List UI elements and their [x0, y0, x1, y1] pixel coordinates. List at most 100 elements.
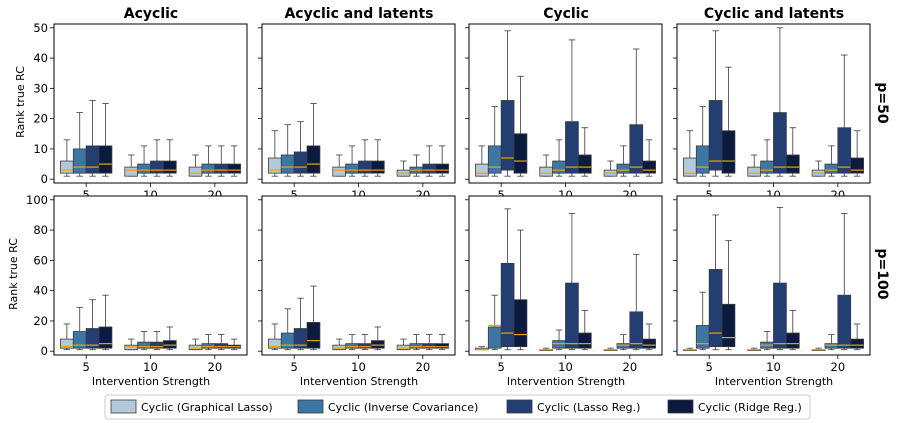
- x-tick-label: 5: [291, 188, 298, 202]
- xlabel-col-3: Intervention Strength: [507, 375, 625, 388]
- box-ridge-reg-strength-20: [227, 338, 241, 351]
- y-tick-label: 40: [33, 284, 48, 298]
- x-tick-label: 5: [498, 360, 505, 374]
- box-body: [201, 163, 216, 174]
- panel-frame: [676, 23, 871, 184]
- panel-frame: [261, 23, 456, 184]
- box-graphical-lasso-strength-5: [683, 347, 697, 351]
- box-graphical-lasso-strength-20: [188, 338, 203, 351]
- box-body: [513, 299, 528, 348]
- box-body: [370, 340, 385, 349]
- box-body: [487, 326, 502, 349]
- x-axis-labels: Intervention Strength Intervention Stren…: [92, 375, 833, 388]
- box-ridge-reg-strength-20: [642, 139, 656, 177]
- x-tick-label: 5: [83, 188, 90, 202]
- row-labels: p=50 p=100: [874, 82, 890, 299]
- legend-swatch-ridge-reg: [667, 399, 694, 414]
- box-graphical-lasso-strength-5: [60, 139, 74, 177]
- box-body: [824, 343, 839, 349]
- box-ridge-reg-strength-5: [513, 75, 528, 177]
- box-ridge-reg-strength-5: [306, 285, 321, 351]
- legend-item-lasso-reg: Cyclic (Lasso Reg.): [506, 399, 640, 414]
- box-body: [306, 322, 321, 349]
- box-body: [721, 130, 736, 174]
- box-body: [227, 163, 241, 174]
- box-body: [60, 160, 74, 174]
- panel-r1-c3: 5 10 20: [465, 23, 663, 202]
- xlabel-col-2: Intervention Strength: [300, 375, 418, 388]
- ylabel-row-2: Rank true RC: [7, 238, 20, 310]
- box-ridge-reg-strength-20: [435, 145, 449, 177]
- x-tick-label: 5: [498, 188, 505, 202]
- box-body: [98, 145, 113, 174]
- box-body: [577, 154, 592, 174]
- box-inverse-covariance-strength-10: [552, 139, 566, 177]
- box-body: [268, 157, 282, 174]
- x-tick-label: 10: [558, 360, 573, 374]
- box-body: [214, 343, 229, 349]
- box-inverse-covariance-strength-5: [72, 112, 87, 177]
- box-inverse-covariance-strength-10: [552, 329, 566, 351]
- box-body: [188, 344, 203, 351]
- x-tick-label: 10: [766, 360, 781, 374]
- box-body: [201, 343, 216, 349]
- box-ridge-reg-strength-20: [642, 323, 656, 351]
- box-body: [422, 163, 437, 174]
- x-tick-label: 5: [706, 360, 713, 374]
- box-body: [642, 338, 656, 349]
- legend-item-ridge-reg: Cyclic (Ridge Reg.): [667, 399, 802, 414]
- box-inverse-covariance-strength-5: [280, 308, 295, 351]
- box-lasso-reg-strength-5: [708, 30, 723, 177]
- box-body: [345, 343, 359, 349]
- box-body: [850, 157, 864, 174]
- box-body: [773, 112, 787, 174]
- box-body: [214, 163, 229, 174]
- box-body: [552, 340, 566, 349]
- x-tick-label: 10: [351, 360, 366, 374]
- box-body: [837, 294, 852, 349]
- box-graphical-lasso-strength-10: [539, 347, 554, 351]
- box-lasso-reg-strength-10: [150, 331, 164, 351]
- panel-r1-c2: 5 10 20: [258, 23, 456, 202]
- legend-label-graphical-lasso: Cyclic (Graphical Lasso): [141, 401, 273, 414]
- x-tick-label: 20: [831, 360, 846, 374]
- box-body: [500, 262, 515, 348]
- legend-label-lasso-reg: Cyclic (Lasso Reg.): [537, 401, 640, 414]
- box-inverse-covariance-strength-5: [72, 306, 87, 351]
- box-ridge-reg-strength-10: [370, 326, 385, 351]
- x-tick-label: 5: [291, 360, 298, 374]
- box-ridge-reg-strength-10: [577, 127, 592, 177]
- legend: Cyclic (Graphical Lasso) Cyclic (Inverse…: [104, 394, 811, 420]
- panel-frame: [676, 195, 871, 356]
- box-body: [124, 166, 139, 177]
- box-inverse-covariance-strength-20: [201, 334, 216, 351]
- box-ridge-reg-strength-20: [850, 130, 864, 177]
- box-lasso-reg-strength-10: [565, 39, 579, 177]
- box-body: [137, 341, 151, 349]
- box-body: [824, 163, 839, 174]
- box-body: [695, 145, 710, 174]
- box-body: [370, 160, 385, 174]
- box-inverse-covariance-strength-10: [760, 139, 774, 177]
- box-body: [72, 148, 87, 174]
- box-body: [721, 303, 736, 348]
- box-body: [850, 338, 864, 349]
- box-body: [773, 282, 787, 349]
- box-ridge-reg-strength-10: [785, 309, 800, 351]
- box-lasso-reg-strength-10: [773, 206, 787, 351]
- box-ridge-reg-strength-10: [370, 139, 385, 177]
- y-tick-label: 80: [33, 223, 48, 237]
- box-ridge-reg-strength-5: [721, 240, 736, 351]
- panel-background: [262, 196, 455, 355]
- legend-label-inverse-covariance: Cyclic (Inverse Covariance): [328, 401, 478, 414]
- box-lasso-reg-strength-20: [629, 48, 644, 177]
- panel-r2-c4: 5 10 20: [673, 195, 871, 374]
- x-tick-label: 5: [706, 188, 713, 202]
- box-lasso-reg-strength-20: [837, 54, 852, 177]
- box-graphical-lasso-strength-20: [603, 347, 618, 351]
- box-ridge-reg-strength-5: [98, 103, 113, 177]
- box-body: [396, 344, 411, 351]
- box-body: [280, 332, 295, 349]
- box-ridge-reg-strength-5: [721, 66, 736, 177]
